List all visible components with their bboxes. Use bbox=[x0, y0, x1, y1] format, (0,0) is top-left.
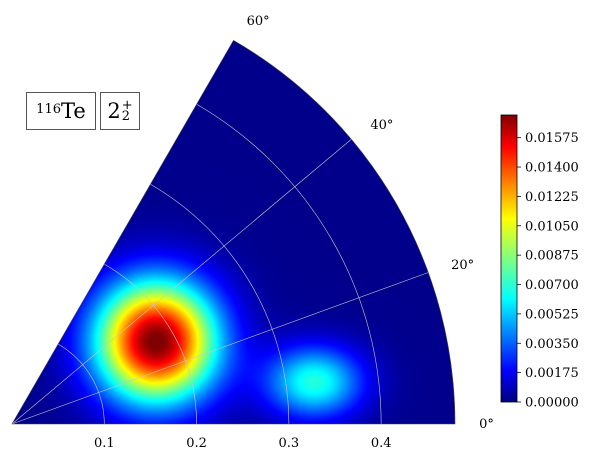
colorbar-scale bbox=[500, 114, 518, 403]
angular-tick-label: 0° bbox=[479, 417, 494, 432]
angular-tick-label: 40° bbox=[370, 118, 393, 133]
radial-tick-label: 0.2 bbox=[186, 436, 207, 451]
colorbar-tick-label: 0.01575 bbox=[525, 131, 579, 146]
colorbar-tick-label: 0.01400 bbox=[525, 161, 579, 176]
colorbar-ticks: 0.00000 0.00175 0.00350 0.00525 0.00700 0.008… bbox=[517, 131, 579, 411]
state-index: 2 bbox=[121, 109, 131, 124]
colorbar-tick-label: 0.00525 bbox=[525, 307, 579, 322]
colorbar-tick-label: 0.01225 bbox=[525, 190, 579, 205]
colorbar-tick-label: 0.00175 bbox=[525, 366, 579, 381]
radial-tick-labels: 0.1 0.2 0.3 0.4 bbox=[94, 436, 392, 451]
colorbar-tick-label: 0.00000 bbox=[525, 396, 579, 411]
colorbar-tick-label: 0.01050 bbox=[525, 219, 579, 234]
grid-arc bbox=[196, 104, 382, 425]
angular-tick-label: 20° bbox=[451, 258, 474, 273]
grid-arc bbox=[150, 183, 290, 425]
state-spin: 2 bbox=[107, 99, 121, 123]
wedge-outline bbox=[11, 39, 456, 425]
angular-tick-labels: 0° 20° 40° 60° bbox=[247, 14, 494, 432]
colorbar-tick-label: 0.00700 bbox=[525, 278, 579, 293]
nucleus-label: 116 Te bbox=[26, 92, 96, 130]
grid-spoke bbox=[11, 139, 352, 425]
angular-tick-label: 60° bbox=[247, 14, 270, 29]
polar-grid bbox=[11, 104, 429, 425]
grid-arc bbox=[104, 263, 197, 425]
colorbar: 0.00000 0.00175 0.00350 0.00525 0.00700 0.008… bbox=[500, 114, 579, 411]
colorbar-tick-label: 0.00350 bbox=[525, 337, 579, 352]
radial-tick-label: 0.4 bbox=[371, 436, 392, 451]
grid-arc bbox=[57, 343, 105, 425]
grid-spoke bbox=[11, 272, 429, 425]
state-parity: + bbox=[121, 98, 133, 113]
colorbar-tick-label: 0.00875 bbox=[525, 249, 579, 264]
state-label: 2 +2 bbox=[100, 92, 140, 130]
nucleus-symbol: Te bbox=[61, 99, 86, 123]
radial-tick-label: 0.3 bbox=[279, 436, 300, 451]
nucleus-mass-number: 116 bbox=[36, 101, 61, 117]
radial-tick-label: 0.1 bbox=[94, 436, 115, 451]
